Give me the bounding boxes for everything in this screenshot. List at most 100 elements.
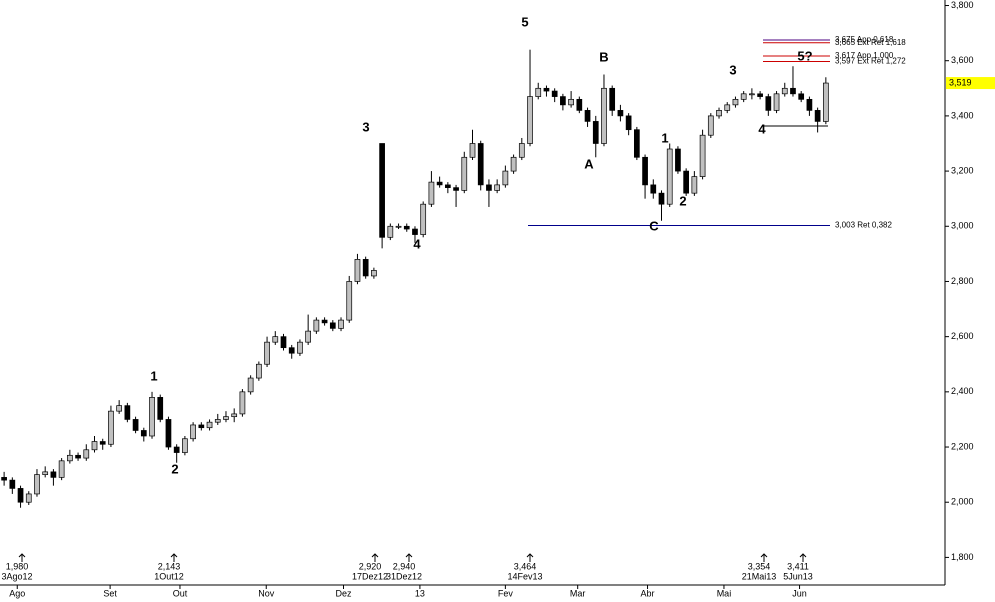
candle-body [724,104,731,111]
candle-body [379,143,385,238]
wave-label: 1 [150,368,157,383]
wave-label: B [599,49,608,64]
candle-body [765,96,772,111]
candle-body [354,259,361,282]
y-tick-label: 2,800 [951,276,974,286]
marker-value: 2,920 [359,561,382,571]
candle-body [510,156,517,172]
candle-body [781,87,788,95]
wave-label: 5? [797,48,812,63]
candle-body [773,93,780,111]
marker-date: 31Dez12 [386,571,422,581]
marker-date: 17Dez12 [352,571,388,581]
y-tick-label: 2,600 [951,331,974,341]
marker-date: 5Jun13 [783,571,813,581]
candle-body [412,228,418,235]
candle-body [321,319,328,324]
marker-value: 3,354 [748,561,771,571]
y-tick-label: 3,000 [951,221,974,231]
candle-body [757,93,763,97]
x-tick-label: Fev [498,588,514,598]
marker-arrow [760,553,768,562]
candle-body [551,90,558,97]
candle-body [297,341,303,354]
candle-body [814,110,821,122]
wave-label: 1 [661,130,668,145]
candle-body [749,93,755,96]
candle-body [798,93,805,100]
candle-body [633,129,640,158]
marker-value: 1,980 [6,561,29,571]
candle-body [190,424,196,440]
candle-body [461,156,468,191]
x-tick-label: Jun [792,588,807,598]
marker-arrow [526,553,534,562]
candle-body [453,187,459,191]
candle-body [625,115,632,131]
candle-body [387,225,394,238]
candle-body [99,441,106,445]
candle-body [17,488,24,503]
candle-body [66,454,73,462]
candle-body [58,460,65,478]
candle-body [683,170,690,194]
candle-body [469,143,476,158]
y-tick-label: 3,800 [951,0,974,10]
y-tick-label: 3,200 [951,165,974,175]
candle-body [272,336,279,343]
candle-body [699,134,706,177]
candle-body [535,87,542,97]
candle-body [576,98,583,111]
marker-value: 2,143 [158,561,181,571]
x-tick-label: Dez [335,588,352,598]
candle-body [255,363,262,379]
candle-body [280,336,287,349]
candle-body [247,377,254,393]
candle-body [806,98,813,111]
candle-body [1,477,7,481]
last-price-tag [946,77,995,90]
wave-label: 3 [362,119,369,134]
candle-body [9,479,16,489]
candle-body [494,184,501,191]
marker-arrow [371,553,379,562]
marker-value: 2,940 [393,561,416,571]
candle-body [206,421,213,429]
wave-label: C [649,218,659,233]
candle-body [444,184,451,188]
y-tick-label: 2,200 [951,441,974,451]
candle-body [518,143,525,158]
candle-body [732,98,739,106]
last-price-label: 3,519 [949,77,972,87]
wave-label: 2 [679,193,686,208]
candle-body [650,184,657,194]
marker-arrow [405,553,413,562]
x-tick-label: Ago [9,588,25,598]
candle-body [428,181,435,205]
candle-body [231,413,238,418]
candle-body [108,410,114,445]
marker-arrow [170,553,178,562]
candle-body [707,115,714,136]
candle-body [436,181,443,186]
candle-body [149,397,155,437]
wave-label: 3 [729,62,736,77]
x-tick-label: Abr [641,588,655,598]
x-tick-label: Out [173,588,188,598]
marker-value: 3,464 [514,561,537,571]
level-label: 3,597 Ext Ret 1,272 [835,57,906,66]
candle-body [157,397,164,420]
candle-body [477,143,484,186]
x-tick-label: Mai [717,588,732,598]
wave-label: A [584,156,594,171]
candle-body [527,96,533,144]
candle-body [124,405,131,420]
candle-body [371,270,377,277]
x-tick-label: 13 [415,588,425,598]
y-tick-label: 3,400 [951,110,974,120]
candle-body [403,225,410,230]
candle-body [642,156,648,186]
candle-body [502,170,509,186]
candle-body [116,405,123,412]
